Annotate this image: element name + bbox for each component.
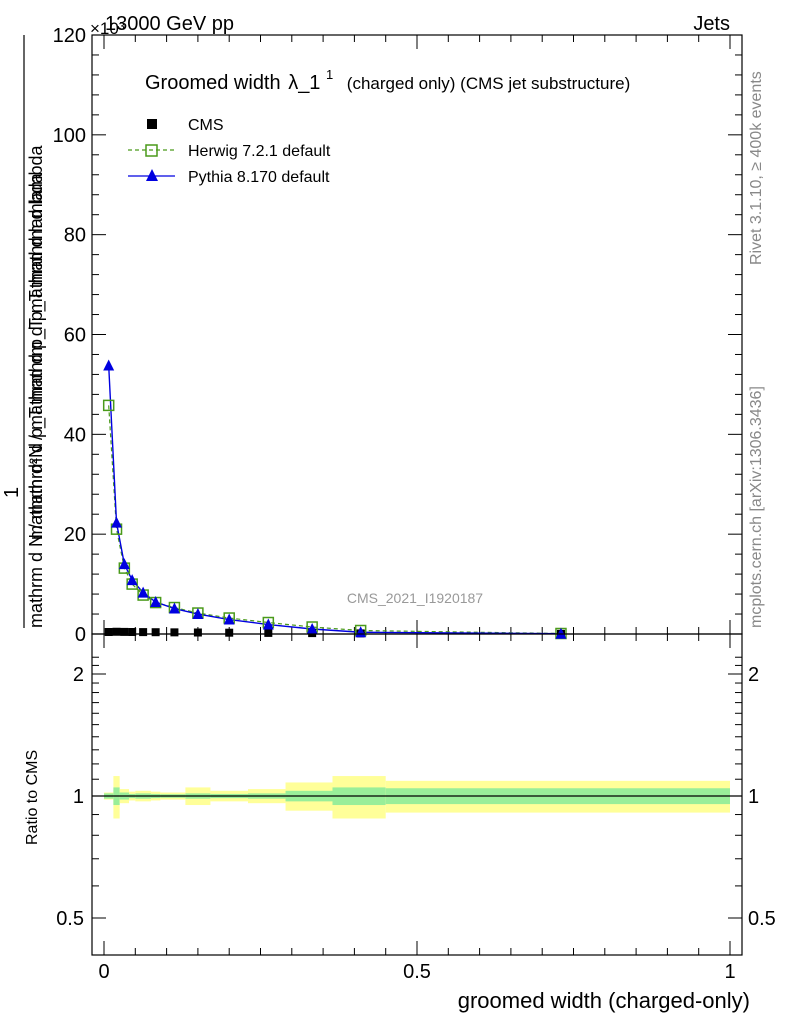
legend-cms-label: CMS xyxy=(188,117,224,134)
cms-point xyxy=(225,628,234,637)
legend-cms-marker xyxy=(147,119,157,129)
legend: CMS Herwig 7.2.1 default Pythia 8.170 de… xyxy=(128,117,331,186)
ratio-ytick-label-right: 0.5 xyxy=(748,908,776,930)
main-ytick-label: 40 xyxy=(64,424,86,446)
ylabel-one: 1 xyxy=(1,487,23,498)
main-ytick-label: 120 xyxy=(53,25,86,47)
mcplots-label: mcplots.cern.ch [arXiv:1306.3436] xyxy=(748,386,765,628)
analysis-watermark: CMS_2021_I1920187 xyxy=(347,590,483,606)
process-label: 13000 GeV pp xyxy=(105,13,234,35)
ratio-xtick-label: 0 xyxy=(98,961,109,983)
main-title: Groomed width λ_1 1 (charged only) (CMS … xyxy=(145,62,630,94)
main-panel: 0 20 40 60 80 100 120 xyxy=(53,25,743,646)
title-main: Groomed width xyxy=(145,72,281,94)
herwig-point xyxy=(102,399,115,412)
cms-point xyxy=(193,628,202,637)
ratio-xtick-label: 0.5 xyxy=(403,961,431,983)
title-sup: 1 xyxy=(326,67,333,82)
ratio-panel: 0 0.5 1 0.5 0.5 1 1 2 2 xyxy=(56,633,776,983)
pythia-point xyxy=(137,586,149,598)
main-ytick-label: 100 xyxy=(53,125,86,147)
pythia-point xyxy=(168,602,180,614)
ratio-ytick-label-right: 1 xyxy=(748,786,759,808)
pythia-point xyxy=(262,618,274,630)
main-ytick-label: 80 xyxy=(64,225,86,247)
ylabel-denominator: mathrm d N / mathrm d p_T mathrm d p_T m… xyxy=(26,145,47,628)
ratio-ytick-label: 1 xyxy=(73,786,84,808)
title-symbol: λ_1 xyxy=(288,72,320,94)
category-label: Jets xyxy=(693,13,730,35)
main-ytick-label: 20 xyxy=(64,524,86,546)
cms-point xyxy=(104,628,113,637)
pythia-point xyxy=(150,596,162,608)
ratio-ytick-label: 2 xyxy=(73,664,84,686)
rivet-label: Rivet 3.1.10, ≥ 400k events xyxy=(748,71,765,265)
pythia-point xyxy=(103,359,115,371)
cms-point xyxy=(112,627,121,636)
pythia-point xyxy=(126,574,138,586)
ratio-ytick-label-right: 2 xyxy=(748,664,759,686)
ratio-ylabel: Ratio to CMS xyxy=(24,750,41,845)
cms-point xyxy=(151,628,160,637)
pythia-line xyxy=(107,365,561,635)
pythia-point xyxy=(111,516,123,528)
ylabel-numerator: mathrm d²N / mathrm d p_T mathrm d lambd… xyxy=(26,172,47,540)
ratio-ytick-label: 0.5 xyxy=(56,908,84,930)
pythia-point xyxy=(555,627,567,639)
legend-pythia-marker xyxy=(146,169,158,181)
pythia-point xyxy=(306,623,318,635)
legend-pythia-label: Pythia 8.170 default xyxy=(188,169,330,186)
axis-exponent: ×10³ xyxy=(90,19,125,38)
pythia-point xyxy=(192,608,204,620)
cms-point xyxy=(170,628,179,637)
legend-herwig-marker xyxy=(145,144,158,157)
cms-point xyxy=(139,628,148,637)
cms-point xyxy=(120,627,129,636)
cms-point xyxy=(128,628,137,637)
cms-point xyxy=(264,628,273,637)
pythia-point xyxy=(118,558,130,570)
ratio-xtick-label: 1 xyxy=(724,961,735,983)
herwig-line xyxy=(108,405,561,635)
main-ylabel: mathrm d²N / mathrm d p_T mathrm d lambd… xyxy=(1,35,47,628)
title-rest: (charged only) (CMS jet substructure) xyxy=(347,74,630,93)
legend-herwig-label: Herwig 7.2.1 default xyxy=(188,143,331,160)
xlabel: groomed width (charged-only) xyxy=(458,988,750,1013)
main-ytick-label: 60 xyxy=(64,325,86,347)
pythia-point xyxy=(223,613,235,625)
main-ytick-label: 0 xyxy=(75,624,86,646)
